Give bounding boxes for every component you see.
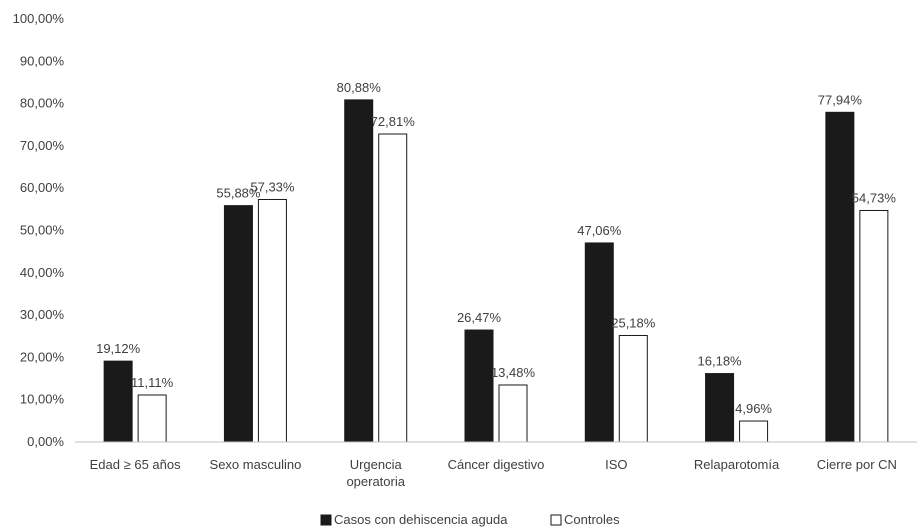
- data-label: 13,48%: [491, 365, 536, 380]
- x-tick-label: Relaparotomía: [694, 457, 780, 472]
- data-labels: 19,12% 11,11% 55,88%57,33% 80,88% 72,81% 26,4…: [96, 80, 896, 416]
- data-label: 72,81%: [371, 114, 416, 129]
- legend-swatch-casos: [320, 514, 332, 526]
- y-tick-label: 90,00%: [20, 53, 65, 68]
- data-label: 16,18%: [698, 354, 743, 369]
- data-label: 26,47%: [457, 310, 502, 325]
- y-tick-label: 10,00%: [20, 392, 65, 407]
- bar-casos: [344, 99, 374, 443]
- y-tick-label: 20,00%: [20, 349, 65, 364]
- bar-casos: [584, 242, 614, 443]
- legend-label-controles: Controles: [564, 512, 620, 527]
- y-tick-label: 0,00%: [27, 434, 64, 449]
- bar-controles: [378, 133, 408, 443]
- y-tick-label: 30,00%: [20, 307, 65, 322]
- x-tick-label: Sexo masculino: [210, 457, 302, 472]
- bar-casos: [103, 360, 133, 443]
- legend: Casos con dehiscencia aguda Controles: [320, 512, 620, 527]
- x-tick-label: ISO: [605, 457, 627, 472]
- bar-controles: [739, 420, 769, 443]
- x-tick-label: Cierre por CN: [817, 457, 897, 472]
- bar-casos: [223, 205, 253, 443]
- bar-casos: [705, 373, 735, 443]
- bar-controles: [618, 334, 648, 443]
- bar-casos: [825, 111, 855, 443]
- y-tick-label: 60,00%: [20, 180, 65, 195]
- y-tick-label: 80,00%: [20, 96, 65, 111]
- data-label: 4,96%: [735, 401, 772, 416]
- bar-controles: [137, 394, 167, 443]
- legend-swatch-controles: [550, 514, 562, 526]
- bars: [103, 99, 889, 443]
- y-tick-label: 70,00%: [20, 138, 65, 153]
- bar-casos: [464, 329, 494, 443]
- bar-controles: [498, 384, 528, 443]
- bar-controles: [257, 198, 287, 443]
- data-label: 55,88%: [216, 186, 261, 201]
- data-label: 47,06%: [577, 223, 622, 238]
- y-tick-label: 50,00%: [20, 223, 65, 238]
- y-tick-label: 100,00%: [13, 11, 65, 26]
- x-tick-label: Cáncer digestivo: [448, 457, 545, 472]
- data-label: 57,33%: [250, 179, 295, 194]
- bar-controles: [859, 209, 889, 443]
- x-tick-label: Edad ≥ 65 años: [90, 457, 181, 472]
- legend-label-casos: Casos con dehiscencia aguda: [334, 512, 508, 527]
- x-axis-labels: Edad ≥ 65 años Sexo masculino Urgencia oper…: [90, 457, 897, 489]
- data-label: 19,12%: [96, 341, 141, 356]
- x-tick-label: Urgencia operatoria: [346, 457, 405, 489]
- y-axis-ticks: 0,00% 10,00% 20,00% 30,00% 40,00% 50,00% 60,00…: [13, 11, 65, 449]
- data-label: 11,11%: [131, 375, 174, 390]
- data-label: 77,94%: [818, 92, 863, 107]
- data-label: 80,88%: [337, 80, 382, 95]
- y-tick-label: 40,00%: [20, 265, 65, 280]
- data-label: 25,18%: [611, 315, 656, 330]
- data-label: 54,73%: [852, 190, 897, 205]
